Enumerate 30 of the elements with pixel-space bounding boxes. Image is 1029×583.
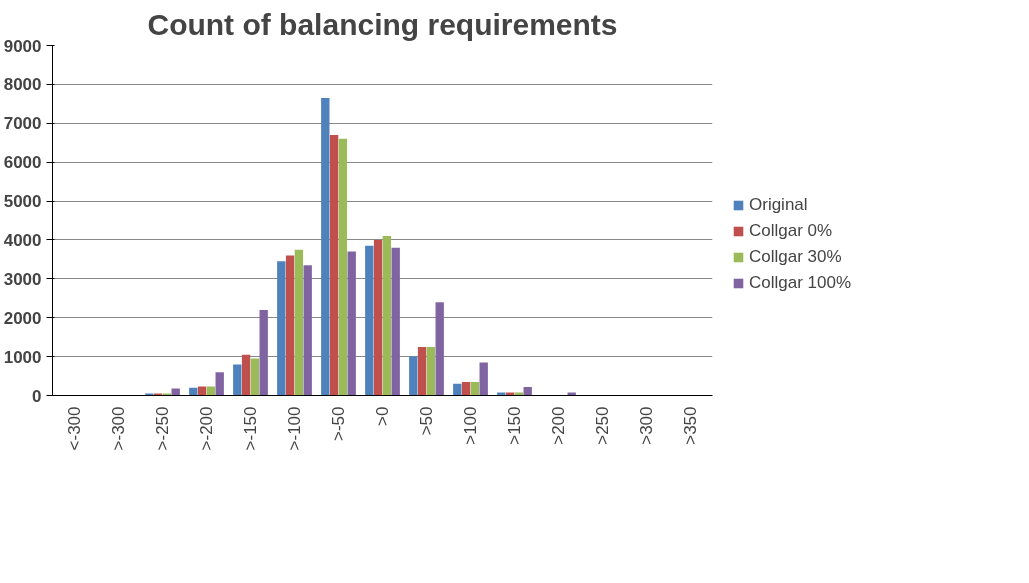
y-tick-label: 8000 <box>3 75 42 95</box>
x-tick-label: >-250 <box>153 406 172 451</box>
y-tick-label: 1000 <box>3 347 42 367</box>
x-tick-label: >100 <box>461 406 480 445</box>
x-tick-label: >300 <box>637 406 656 445</box>
y-tick-label: 2000 <box>3 308 42 328</box>
x-tick-label: >-300 <box>109 406 128 451</box>
chart-title: Count of balancing requirements <box>147 7 618 41</box>
x-tick-label: >150 <box>505 406 524 445</box>
x-tick-label: >350 <box>681 406 700 445</box>
legend-label: Collgar 0% <box>749 220 833 241</box>
x-tick-label: >200 <box>549 406 568 445</box>
x-tick-label: >-50 <box>329 406 348 441</box>
y-tick-label: 7000 <box>3 114 42 134</box>
y-tick-label: 3000 <box>3 269 42 289</box>
y-tick-label: 0 <box>32 386 42 406</box>
x-tick-label: >-150 <box>241 406 260 451</box>
x-tick-label: <-300 <box>65 406 84 451</box>
x-tick-label: >50 <box>417 406 436 436</box>
y-tick-label: 6000 <box>3 153 42 173</box>
y-tick-label: 5000 <box>3 192 42 212</box>
y-tick-label: 4000 <box>3 230 42 250</box>
x-tick-label: >-200 <box>197 406 216 451</box>
x-tick-label: >250 <box>593 406 612 445</box>
legend-label: Collgar 30% <box>749 246 842 267</box>
y-tick-label: 9000 <box>3 36 42 56</box>
x-tick-label: >-100 <box>285 406 304 451</box>
legend-label: Original <box>749 194 808 215</box>
x-tick-label: >0 <box>373 406 392 426</box>
legend-label: Collgar 100% <box>749 272 852 293</box>
